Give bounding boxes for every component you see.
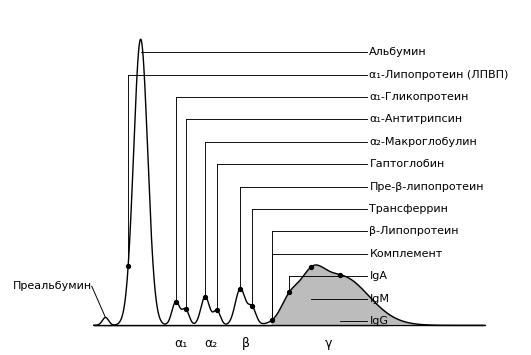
Text: α₂: α₂ [204, 337, 218, 350]
Text: α₂-Макроглобулин: α₂-Макроглобулин [370, 137, 477, 147]
Text: α₁-Антитрипсин: α₁-Антитрипсин [370, 114, 463, 124]
Text: Комплемент: Комплемент [370, 249, 443, 259]
Text: β-Липопротеин: β-Липопротеин [370, 226, 459, 236]
Text: γ: γ [324, 337, 332, 350]
Text: IgA: IgA [370, 271, 388, 281]
Text: Альбумин: Альбумин [370, 47, 427, 57]
Text: α₁-Гликопротеин: α₁-Гликопротеин [370, 92, 469, 102]
Text: β: β [242, 337, 250, 350]
Text: Пре-β-липопротеин: Пре-β-липопротеин [370, 182, 484, 192]
Text: IgM: IgM [370, 294, 389, 304]
Text: Преальбумин: Преальбумин [13, 281, 92, 291]
Text: IgG: IgG [370, 316, 388, 326]
Text: Трансферрин: Трансферрин [370, 204, 448, 214]
Text: α₁: α₁ [174, 337, 187, 350]
Text: α₁-Липопротеин (ЛПВП): α₁-Липопротеин (ЛПВП) [370, 70, 509, 80]
Text: Гаптоглобин: Гаптоглобин [370, 159, 444, 169]
